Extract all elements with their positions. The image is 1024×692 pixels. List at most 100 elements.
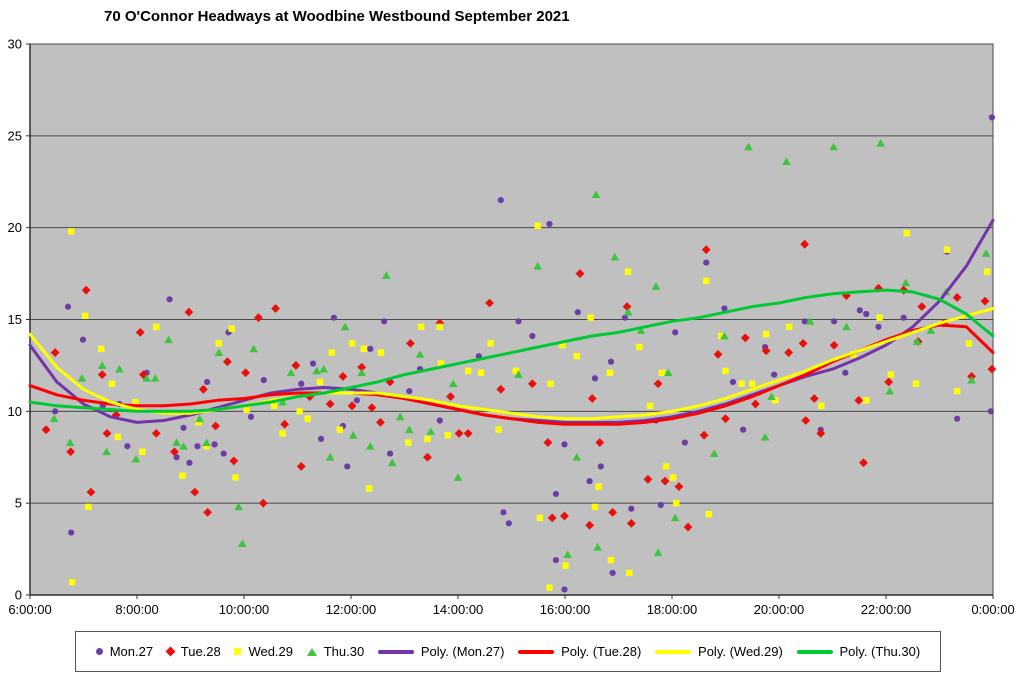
scatter-point <box>81 312 89 320</box>
scatter-point <box>97 361 107 369</box>
scatter-point <box>636 343 643 351</box>
circle-marker-icon <box>95 648 103 655</box>
scatter-point <box>560 511 569 521</box>
scatter-point <box>164 335 173 344</box>
scatter-point <box>876 314 883 321</box>
scatter-point <box>965 340 973 347</box>
legend-item-Poly.Tue.28: Poly. (Tue.28) <box>518 644 641 659</box>
scatter-point <box>203 378 211 386</box>
scatter-point <box>279 430 286 437</box>
scatter-point <box>405 439 412 446</box>
scatter-point <box>801 318 808 325</box>
scatter-point <box>280 419 290 429</box>
scatter-point <box>195 419 202 426</box>
scatter-point <box>68 529 75 536</box>
scatter-point <box>135 327 145 337</box>
legend-label: Mon.27 <box>109 644 154 659</box>
scatter-point <box>903 229 911 237</box>
scatter-point <box>854 395 864 405</box>
legend-label: Wed.29 <box>248 644 294 659</box>
scatter-point <box>325 399 335 409</box>
scatter-point <box>805 317 815 325</box>
scatter-point <box>376 417 385 427</box>
scatter-point <box>660 476 670 486</box>
scatter-point <box>357 362 367 372</box>
scatter-point <box>415 350 425 358</box>
scatter-point <box>829 340 839 350</box>
scatter-point <box>347 401 357 411</box>
scatter-point <box>202 438 211 446</box>
scatter-point <box>184 307 194 317</box>
scatter-point <box>595 438 605 447</box>
scatter-point <box>298 380 305 387</box>
scatter-point <box>646 402 654 410</box>
x-tick-label: 12:00:00 <box>326 602 377 617</box>
scatter-point <box>593 543 602 551</box>
scatter-point <box>514 370 523 378</box>
line-marker-icon <box>518 649 555 654</box>
scatter-point <box>271 304 280 313</box>
scatter-point <box>670 513 680 522</box>
scatter-point <box>785 323 793 331</box>
scatter-point <box>249 344 258 353</box>
scatter-point <box>672 329 679 336</box>
y-tick-label: 15 <box>8 312 22 327</box>
scatter-point <box>309 360 317 367</box>
scatter-point <box>887 371 895 378</box>
line-marker-icon <box>655 649 692 654</box>
scatter-point <box>562 562 569 569</box>
scatter-point <box>515 318 522 325</box>
scatter-point <box>463 428 473 438</box>
legend-item-Poly.Mon.27: Poly. (Mon.27) <box>377 644 504 659</box>
scatter-point <box>943 246 951 253</box>
scatter-point <box>653 548 663 557</box>
scatter-point <box>673 499 680 507</box>
scatter-point <box>153 323 160 331</box>
scatter-point <box>912 337 922 345</box>
scatter-point <box>597 463 604 470</box>
scatter-point <box>771 371 778 378</box>
scatter-point <box>115 364 124 373</box>
scatter-point <box>952 293 962 302</box>
scatter-point <box>319 364 329 373</box>
scatter-point <box>547 513 557 523</box>
scatter-point <box>721 305 728 312</box>
scatter-point <box>223 357 232 367</box>
scatter-point <box>102 447 111 456</box>
scatter-point <box>954 415 961 422</box>
legend-item-Tue.28: Tue.28 <box>165 644 221 659</box>
scatter-point <box>740 426 747 433</box>
legend-item-Mon.27: Mon.27 <box>95 644 154 659</box>
scatter-point <box>762 330 770 338</box>
scatter-point <box>643 474 653 484</box>
scatter-point <box>751 399 760 409</box>
scatter-point <box>529 332 536 340</box>
scatter-point <box>270 402 278 410</box>
scatter-point <box>198 384 208 394</box>
scatter-point <box>150 374 160 382</box>
scatter-point <box>607 556 615 564</box>
scatter-point <box>674 482 684 492</box>
legend-item-Thu.30: Thu.30 <box>306 644 364 659</box>
scatter-point <box>260 377 267 384</box>
scatter-point <box>626 569 633 577</box>
scatter-point <box>713 349 723 359</box>
scatter-point <box>988 114 996 121</box>
scatter-point <box>229 456 239 466</box>
scatter-point <box>305 392 315 402</box>
scatter-point <box>243 406 250 413</box>
scatter-point <box>286 368 296 377</box>
scatter-point <box>831 318 838 325</box>
scatter-point <box>179 472 186 479</box>
scatter-point <box>405 425 414 434</box>
scatter-point <box>336 426 343 433</box>
line-marker-icon <box>377 649 414 654</box>
scatter-point <box>234 502 243 511</box>
trendline-Poly.Wed.29 <box>28 307 995 421</box>
scatter-point <box>166 296 173 303</box>
scatter-point <box>67 228 75 235</box>
scatter-point <box>784 348 794 357</box>
scatter-point <box>367 403 377 413</box>
scatter-point <box>863 397 870 404</box>
scatter-point <box>607 358 615 365</box>
